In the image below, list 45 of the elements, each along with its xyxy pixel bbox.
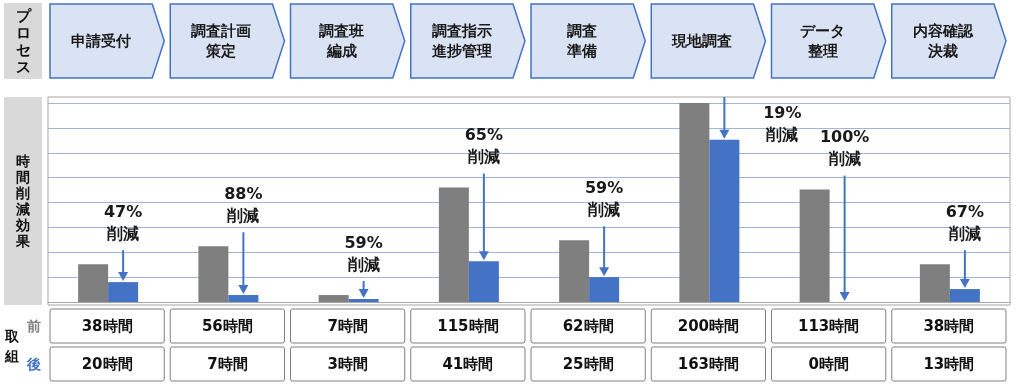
x-tick-label: データ整理	[800, 22, 846, 60]
bar	[679, 103, 710, 302]
x-tick-label: 申請受付	[71, 32, 132, 50]
annotation: 88% 削減	[224, 183, 263, 225]
annotation: 59% 削減	[344, 232, 383, 274]
data-label: 25時間	[562, 355, 614, 373]
annotation: 47% 削減	[103, 201, 143, 243]
legend-title: 取組	[4, 328, 20, 364]
annotation: 65% 削減	[464, 125, 504, 167]
data-label: 7時間	[327, 317, 368, 335]
annotation: 67% 削減	[945, 201, 985, 243]
bar	[78, 264, 109, 302]
data-label: 7時間	[207, 355, 248, 373]
annotation: 19% 削減	[763, 102, 802, 144]
data-label: 115時間	[437, 317, 499, 335]
bar	[198, 246, 229, 302]
data-label: 41時間	[442, 355, 494, 373]
bar	[318, 295, 349, 302]
text: 前	[26, 318, 41, 334]
data-label: 3時間	[327, 355, 368, 373]
y-axis-title: 時間削減効果	[15, 153, 31, 249]
data-label: 62時間	[562, 317, 614, 335]
text: 後	[26, 356, 41, 372]
data-label: 0時間	[808, 355, 849, 373]
data-label: 113時間	[797, 317, 860, 335]
annotation: 59% 削減	[584, 177, 624, 219]
bar	[799, 189, 830, 302]
data-label: 200時間	[677, 317, 740, 335]
data-label: 38時間	[81, 317, 133, 335]
annotation: 100% 削減	[819, 127, 870, 169]
bar	[919, 264, 950, 302]
x-tick-label: 調査計画策定	[191, 22, 252, 60]
x-tick-label: 調査班編成	[319, 22, 365, 60]
x-tick-label: 内容確認決裁	[912, 22, 974, 60]
x-tick-label: 現地調査	[671, 32, 733, 50]
data-label: 56時間	[201, 317, 253, 335]
data-label: 13時間	[923, 355, 975, 373]
bar	[438, 187, 469, 302]
x-axis-title: プロセス	[15, 6, 32, 76]
data-label: 20時間	[81, 355, 133, 373]
bar	[559, 240, 590, 302]
data-label: 163時間	[677, 355, 740, 373]
x-tick-label: 調査準備	[566, 22, 598, 60]
x-tick-label: 調査指示進捗管理	[430, 22, 492, 60]
data-label: 38時間	[923, 317, 975, 335]
